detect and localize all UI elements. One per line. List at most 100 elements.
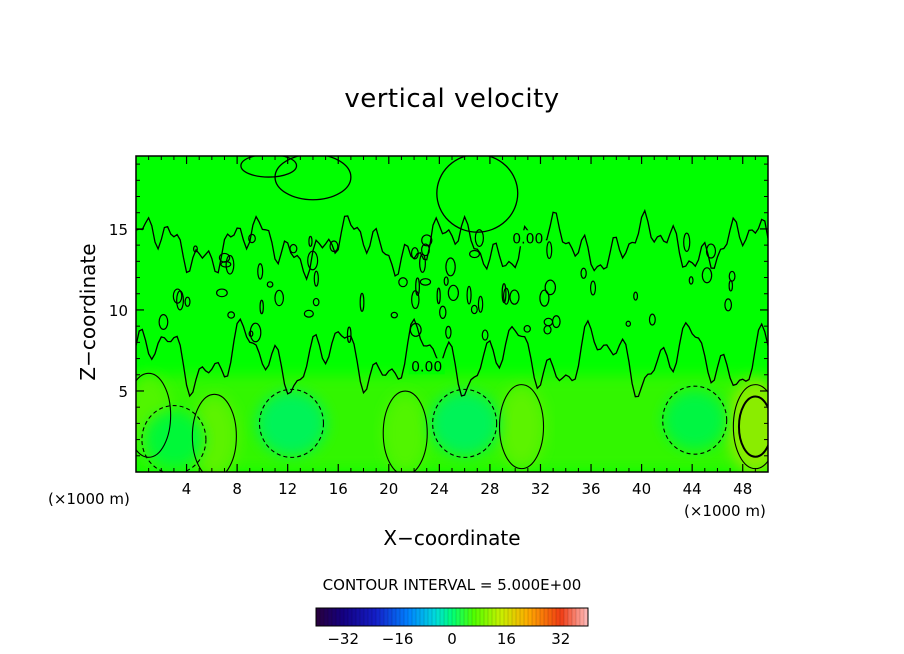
velocity-field: [136, 156, 768, 472]
zero-contour-cell: [359, 292, 365, 312]
zero-contour-cell: [589, 280, 597, 296]
x-tick-label: 4: [182, 480, 192, 498]
colorbar-segment: [440, 608, 445, 626]
colorbar-segment: [380, 608, 385, 626]
x-tick-label: 12: [278, 480, 297, 498]
contour-interval-label: CONTOUR INTERVAL = 5.000E+00: [322, 576, 582, 594]
zero-contour-cell: [683, 232, 691, 252]
zero-contour-cell: [390, 311, 398, 319]
x-tick-label: 16: [329, 480, 348, 498]
contour-lines: [136, 156, 768, 472]
zero-contour-cell: [257, 263, 264, 280]
colorbar: −32 −16 0 16 32: [315, 607, 589, 648]
zero-contour-cell: [546, 241, 553, 260]
colorbar-segment: [408, 608, 413, 626]
zero-contour-cell: [445, 325, 452, 339]
colorbar-segment: [396, 608, 401, 626]
colorbar-segment: [500, 608, 505, 626]
x-tick-label: 28: [480, 480, 499, 498]
contour-label: 0.00: [411, 359, 442, 375]
x-axis-unit: (×1000 m): [684, 502, 766, 520]
downdraft-contour: [432, 388, 498, 458]
zero-contour-cell: [312, 297, 320, 307]
colorbar-segment: [536, 608, 541, 626]
zero-contour-cell: [419, 278, 432, 286]
colorbar-segment: [544, 608, 549, 626]
zero-contour-cell: [481, 329, 489, 341]
colorbar-segment: [420, 608, 425, 626]
downdraft-blob: [429, 390, 500, 456]
updraft-blob: [190, 395, 238, 472]
colorbar-segment: [560, 608, 565, 626]
colorbar-segment: [456, 608, 461, 626]
colorbar-segment: [428, 608, 433, 626]
zero-contour-cell: [447, 284, 459, 302]
colorbar-segment: [476, 608, 481, 626]
zero-contour-cell: [469, 249, 480, 259]
x-tick-label: 20: [379, 480, 398, 498]
zero-contour-cell: [240, 156, 298, 178]
colorbar-segment: [392, 608, 397, 626]
contour-labels: 0.00 0.00: [408, 230, 546, 375]
zero-contour-cell: [421, 234, 433, 247]
zero-contour-cell: [439, 305, 447, 319]
colorbar-segment: [348, 608, 353, 626]
colorbar-segment: [552, 608, 557, 626]
updraft-contour: [382, 390, 428, 472]
zero-contour-cell: [248, 233, 256, 244]
zero-contour-cell: [724, 298, 733, 312]
colorbar-segment: [416, 608, 421, 626]
zero-contour-cell: [633, 291, 639, 301]
colorbar-segment: [584, 608, 589, 626]
zero-contour-cell: [248, 330, 254, 337]
zero-contour-cell: [184, 296, 191, 307]
colorbar-segment: [448, 608, 453, 626]
colorbar-segment: [472, 608, 477, 626]
zero-contour-cell: [443, 276, 449, 286]
x-tick-label: 36: [581, 480, 600, 498]
x-tick-label: 8: [232, 480, 242, 498]
colorbar-segment: [412, 608, 417, 626]
zero-contour-cell: [419, 253, 426, 273]
x-tick-label: 32: [531, 480, 550, 498]
colorbar-segment: [352, 608, 357, 626]
contour-label-bg: [408, 358, 445, 375]
zero-contour-cell: [544, 279, 557, 296]
colorbar-segment: [468, 608, 473, 626]
colorbar-segment: [432, 608, 437, 626]
colorbar-segment: [364, 608, 369, 626]
y-axis-unit: (×1000 m): [48, 490, 130, 508]
colorbar-segment: [520, 608, 525, 626]
zero-contour-cell: [409, 322, 422, 337]
x-tick-label: 44: [683, 480, 702, 498]
colorbar-segment: [372, 608, 377, 626]
colorbar-segment: [568, 608, 573, 626]
colorbar-segment: [400, 608, 405, 626]
zero-contour-cell: [415, 277, 420, 296]
colorbar-tick-label: 0: [447, 630, 457, 648]
zero-contour-cell: [289, 243, 298, 254]
colorbar-segment: [512, 608, 517, 626]
zero-contour-cell: [509, 289, 520, 305]
colorbar-segment: [480, 608, 485, 626]
colorbar-segment: [516, 608, 521, 626]
colorbar-segment: [524, 608, 529, 626]
zero-contour-cell: [701, 267, 713, 284]
x-axis-ticks: 4 8 12 16 20 24 28 32 36 40 44 48: [148, 156, 756, 498]
colorbar-segment: [424, 608, 429, 626]
y-axis-label: Z−coordinate: [76, 243, 100, 381]
zero-contour-cell: [225, 254, 235, 275]
zero-contour-cell: [477, 295, 484, 313]
x-tick-label: 40: [632, 480, 651, 498]
zero-contour-cell: [313, 270, 319, 287]
updraft-contour: [136, 372, 172, 458]
contour-label-bg: [509, 230, 546, 247]
zero-contour-cell: [523, 324, 531, 333]
zero-contour-cell: [274, 289, 285, 307]
colorbar-segment: [496, 608, 501, 626]
colorbar-segment: [388, 608, 393, 626]
zero-contour-cell: [307, 250, 319, 271]
zero-contour-cell: [398, 277, 408, 288]
colorbar-segment: [580, 608, 585, 626]
